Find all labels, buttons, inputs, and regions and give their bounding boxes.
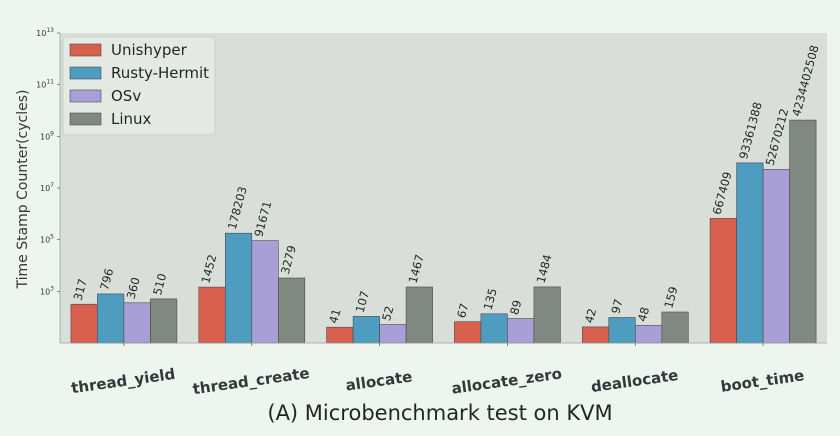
bar	[123, 302, 151, 344]
legend-label: OSv	[111, 87, 141, 105]
x-tick-label: thread_create	[192, 364, 311, 398]
chart-title: (A) Microbenchmark test on KVM	[267, 401, 612, 425]
legend-label: Linux	[111, 110, 152, 128]
bar	[709, 218, 737, 344]
y-tick-label: 1013	[36, 27, 54, 38]
legend: Unishyper Rusty-Hermit OSv Linux	[62, 36, 216, 136]
y-tick-label: 107	[40, 182, 54, 193]
data-label: 97	[608, 298, 625, 316]
bar	[736, 162, 764, 344]
x-tick-label: allocate	[344, 367, 413, 394]
bar	[507, 318, 535, 344]
data-label: 41	[326, 307, 343, 325]
bar	[581, 326, 610, 344]
bar	[277, 277, 306, 344]
bar	[352, 316, 380, 344]
x-tick-label: allocate_zero	[450, 364, 563, 397]
bar	[198, 286, 226, 344]
bar	[97, 293, 125, 344]
x-tick-label: boot_time	[719, 366, 805, 396]
data-label: 48	[635, 305, 652, 323]
data-label: 360	[124, 276, 143, 301]
data-label: 107	[353, 289, 372, 314]
bar	[405, 286, 433, 344]
x-tick-label: thread_yield	[70, 365, 176, 397]
bar	[70, 303, 98, 344]
legend-label: Rusty-Hermit	[111, 64, 209, 82]
data-label: 52	[379, 305, 396, 323]
y-tick-label: 105	[40, 234, 54, 245]
bar	[251, 240, 279, 344]
data-label: 317	[71, 277, 90, 302]
bars-layer	[70, 119, 817, 344]
y-tick-label: 109	[40, 130, 54, 141]
legend-label: Unishyper	[111, 41, 188, 59]
bar	[326, 326, 354, 344]
data-label: 135	[481, 287, 500, 312]
data-label: 159	[661, 285, 680, 310]
legend-swatch	[69, 112, 102, 126]
bar	[480, 313, 508, 344]
data-label: 89	[507, 299, 524, 317]
bar	[225, 232, 253, 344]
legend-swatch	[69, 66, 102, 80]
data-label: 67	[454, 302, 471, 320]
data-label: 796	[97, 267, 116, 292]
bar	[454, 321, 482, 344]
y-tick-label: 103	[40, 285, 54, 296]
legend-box	[62, 36, 216, 136]
x-axis: thread_yield thread_create allocate allocat…	[60, 342, 827, 398]
x-tick-label: deallocate	[590, 366, 680, 396]
y-tick-label: 1011	[36, 79, 54, 90]
data-label: 510	[150, 272, 169, 297]
bar	[608, 317, 636, 344]
bar	[533, 286, 561, 344]
legend-swatch	[69, 89, 102, 103]
bar	[634, 325, 663, 344]
bar	[150, 298, 178, 344]
y-axis-label: Time Stamp Counter(cycles)	[15, 90, 31, 290]
bar	[762, 169, 790, 344]
y-axis: 103 105 107 109 1011 1013	[36, 27, 61, 343]
data-label: 42	[582, 307, 599, 325]
bar	[789, 119, 817, 344]
bar	[379, 324, 407, 344]
bar	[661, 311, 689, 344]
legend-swatch	[69, 43, 102, 57]
